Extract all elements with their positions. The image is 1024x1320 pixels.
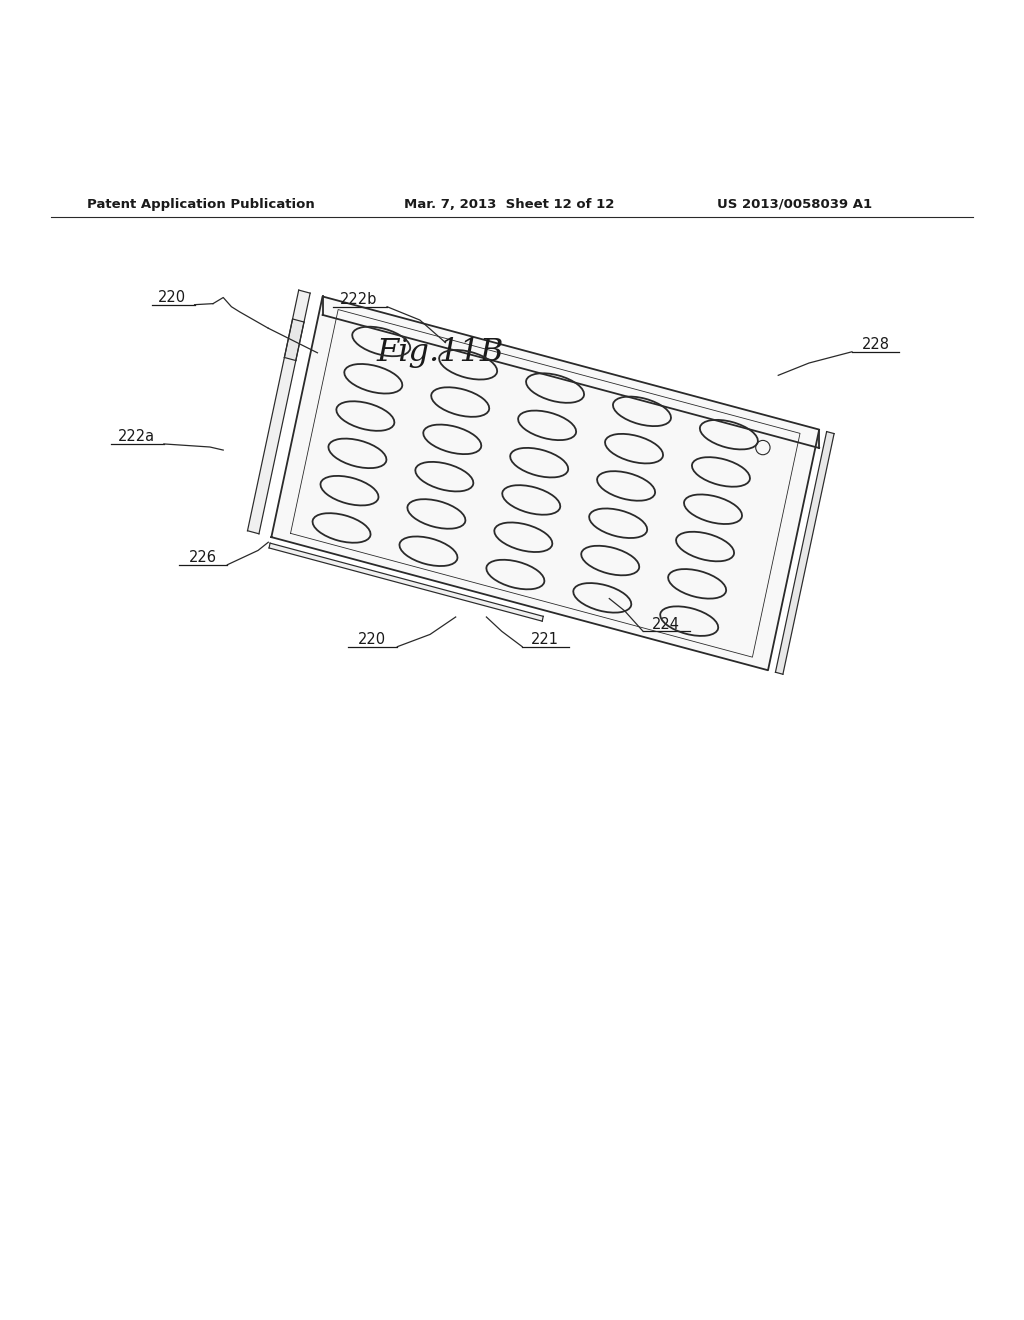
Text: 228: 228 bbox=[861, 337, 890, 352]
Polygon shape bbox=[271, 297, 819, 671]
Polygon shape bbox=[323, 297, 819, 447]
Text: 220: 220 bbox=[158, 290, 186, 305]
Text: 222b: 222b bbox=[340, 292, 377, 308]
Text: US 2013/0058039 A1: US 2013/0058039 A1 bbox=[717, 198, 871, 211]
Text: Mar. 7, 2013  Sheet 12 of 12: Mar. 7, 2013 Sheet 12 of 12 bbox=[404, 198, 614, 211]
Text: Fig.11B: Fig.11B bbox=[377, 338, 504, 368]
Polygon shape bbox=[775, 432, 835, 675]
Text: 220: 220 bbox=[357, 632, 386, 647]
Polygon shape bbox=[269, 543, 543, 622]
Text: Patent Application Publication: Patent Application Publication bbox=[87, 198, 314, 211]
Polygon shape bbox=[285, 319, 304, 360]
Polygon shape bbox=[248, 290, 310, 533]
Text: 226: 226 bbox=[188, 550, 217, 565]
Text: 224: 224 bbox=[651, 616, 680, 632]
Text: 222a: 222a bbox=[118, 429, 155, 445]
Text: 221: 221 bbox=[530, 632, 559, 647]
